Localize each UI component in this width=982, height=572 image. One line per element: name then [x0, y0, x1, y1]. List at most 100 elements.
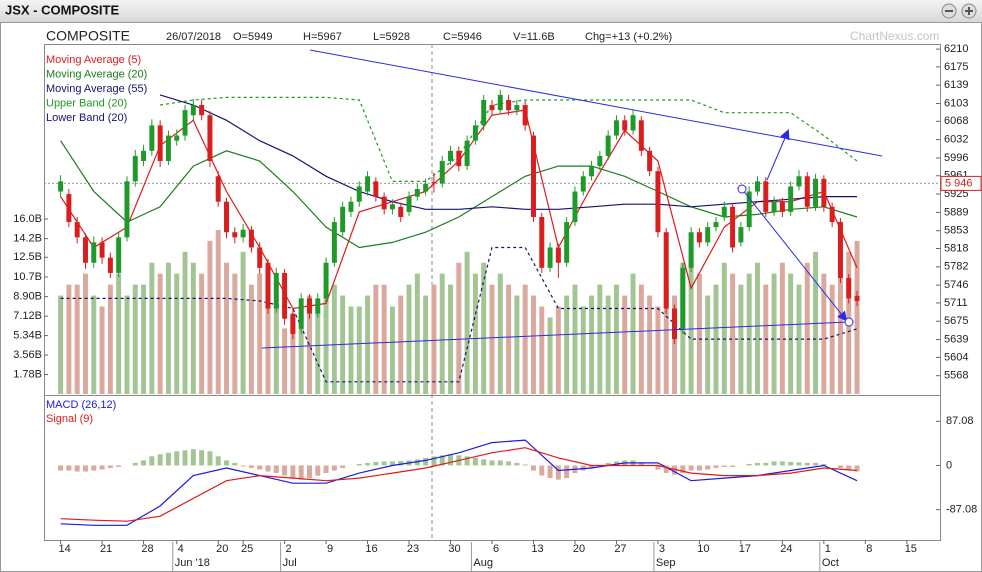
volume-bar	[638, 284, 644, 394]
macd-histogram-bar	[116, 465, 122, 467]
x-tick-label: 14	[58, 543, 70, 555]
legend-entry: Upper Band (20)	[46, 97, 127, 109]
info-field: L=5928	[373, 31, 410, 43]
volume-bar	[655, 306, 661, 394]
candle-body	[165, 135, 171, 162]
macd-histogram-bar	[763, 462, 769, 466]
macd-line	[60, 447, 858, 522]
candle-body	[58, 181, 64, 192]
macd-histogram-bar	[688, 465, 694, 471]
volume-bar	[116, 273, 122, 394]
info-field: 26/07/2018	[166, 31, 221, 43]
candle-body	[190, 105, 196, 116]
volume-bar	[730, 273, 736, 394]
y-tick-label: 6210	[944, 43, 968, 55]
volume-bar	[182, 251, 188, 394]
watermark: ChartNexus.com	[850, 29, 939, 43]
macd-histogram-bar	[779, 461, 785, 466]
volume-bar	[207, 240, 213, 394]
candle-body	[290, 313, 296, 334]
volume-bar	[804, 262, 810, 394]
candle-body	[738, 227, 744, 243]
month-label: Oct	[822, 557, 839, 569]
candle-body	[589, 166, 595, 177]
macd-tick-label: 0	[946, 459, 952, 471]
volume-bar	[788, 273, 794, 394]
macd-histogram-bar	[846, 465, 852, 471]
macd-histogram-bar	[398, 460, 404, 466]
candle-body	[605, 135, 611, 156]
volume-bar	[248, 284, 254, 394]
candle-body	[647, 150, 653, 172]
macd-histogram-bar	[174, 451, 180, 466]
candle-body	[829, 206, 835, 223]
macd-histogram-bar	[771, 461, 777, 466]
x-tick-label: 17	[739, 543, 751, 555]
volume-bar	[547, 317, 553, 394]
volume-bar	[821, 273, 827, 394]
macd-histogram-bar	[323, 465, 329, 474]
volume-bar	[257, 273, 263, 394]
macd-histogram-bar	[257, 465, 263, 470]
info-field: V=11.6B	[513, 31, 555, 43]
x-tick-label: 1	[825, 543, 831, 555]
macd-histogram-bar	[813, 462, 819, 466]
macd-histogram-bar	[680, 465, 686, 474]
macd-histogram-bar	[215, 456, 221, 466]
macd-histogram-bar	[99, 465, 105, 470]
candle-body	[655, 171, 661, 233]
candle-body	[116, 237, 122, 273]
macd-histogram-bar	[613, 461, 619, 466]
macd-histogram-bar	[788, 461, 794, 466]
candle-body	[472, 125, 478, 141]
macd-histogram-bar	[282, 465, 288, 476]
volume-bar	[721, 262, 727, 394]
candle-body	[522, 105, 528, 126]
macd-histogram-bar	[199, 450, 205, 466]
volume-bar	[240, 251, 246, 394]
macd-tick-label: 87.08	[946, 415, 974, 427]
candle-body	[705, 227, 711, 243]
macd-histogram-bar	[464, 456, 470, 466]
volume-bar	[506, 284, 512, 394]
macd-tick-label: -87.08	[946, 504, 977, 516]
macd-histogram-bar	[107, 465, 113, 468]
macd-histogram-bar	[746, 463, 752, 466]
x-tick-label: 15	[905, 543, 917, 555]
volume-bar	[315, 306, 321, 394]
volume-tick-label: 14.2B	[13, 233, 42, 245]
candle-body	[124, 181, 130, 238]
macd-histogram-bar	[713, 465, 719, 468]
y-tick-label: 6139	[944, 79, 968, 91]
candle-body	[348, 201, 354, 212]
macd-histogram-bar	[290, 465, 296, 479]
volume-bar	[389, 306, 395, 394]
arrow	[741, 188, 848, 322]
candle-body	[240, 229, 246, 238]
candle-body	[398, 206, 404, 217]
volume-bar	[564, 295, 570, 394]
volume-bar	[464, 251, 470, 394]
volume-bar	[514, 295, 520, 394]
trend-line	[261, 321, 849, 349]
candle-body	[821, 178, 827, 207]
volume-bar	[414, 273, 420, 394]
x-tick-label: 24	[780, 543, 792, 555]
volume-bar	[530, 295, 536, 394]
candle-body	[730, 206, 736, 248]
x-tick-label: 2	[286, 543, 292, 555]
y-tick-label: 5746	[944, 279, 968, 291]
macd-histogram-bar	[132, 462, 138, 466]
candle-body	[132, 155, 138, 182]
macd-histogram-bar	[265, 465, 271, 472]
candle-body	[754, 181, 760, 192]
candle-body	[796, 176, 802, 187]
x-tick-label: 27	[614, 543, 626, 555]
volume-bar	[431, 284, 437, 394]
candle-body	[638, 120, 644, 151]
volume-tick-label: 5.34B	[13, 330, 42, 342]
volume-bar	[91, 295, 97, 394]
candle-body	[746, 191, 752, 228]
volume-bar	[663, 284, 669, 394]
arrow	[766, 129, 790, 181]
